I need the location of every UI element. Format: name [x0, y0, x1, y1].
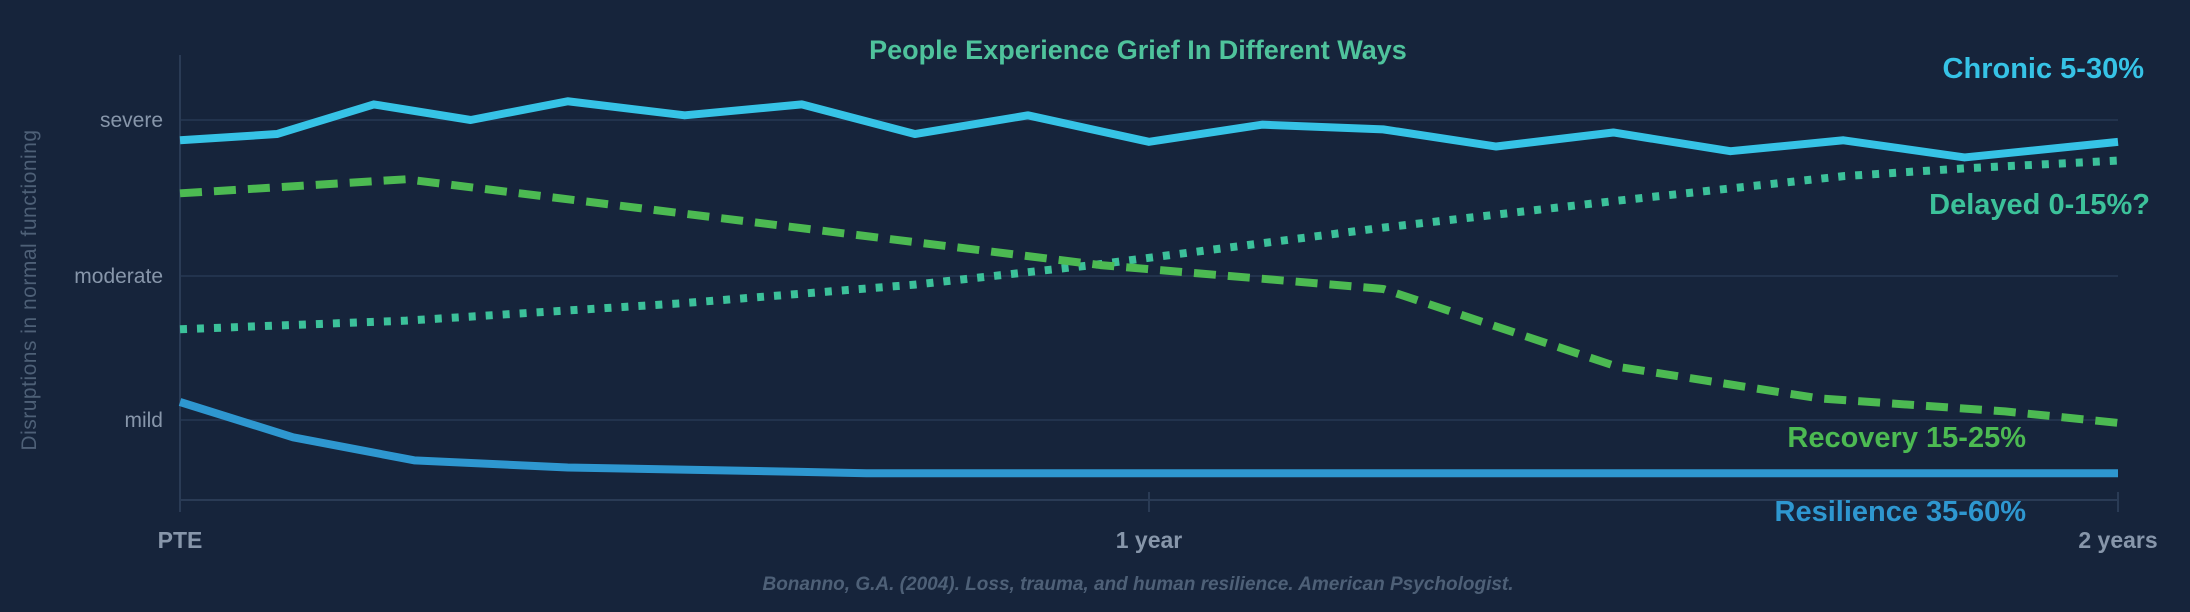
series-label-chronic: Chronic 5-30% [1943, 53, 2145, 85]
y-tick-label-mild: mild [124, 409, 163, 432]
series-label-resilience: Resilience 35-60% [1775, 496, 2027, 528]
grid [180, 119, 2118, 421]
series-label-recovery: Recovery 15-25% [1787, 422, 2026, 454]
y-tick-label-moderate: moderate [74, 265, 163, 288]
series-label-delayed: Delayed 0-15%? [1929, 189, 2150, 221]
series-line-delayed [179, 156, 2119, 334]
chart-title: People Experience Grief In Different Way… [869, 35, 1407, 65]
series-line-chronic [179, 97, 2119, 162]
x-tick-label-2-years: 2 years [2078, 527, 2157, 553]
y-axis-label: Disruptions in normal functioning [18, 129, 41, 450]
series-lines [178, 97, 2119, 478]
series-line-recovery [179, 175, 2119, 427]
y-tick-label-severe: severe [100, 109, 163, 132]
axes: mild moderate severe PTE 1 year 2 years [74, 55, 2158, 553]
x-tick-label-PTE: PTE [158, 527, 203, 553]
series-line-resilience [178, 398, 2118, 478]
x-tick-label-1-year: 1 year [1116, 527, 1183, 553]
footnote: Bonanno, G.A. (2004). Loss, trauma, and … [762, 574, 1513, 595]
